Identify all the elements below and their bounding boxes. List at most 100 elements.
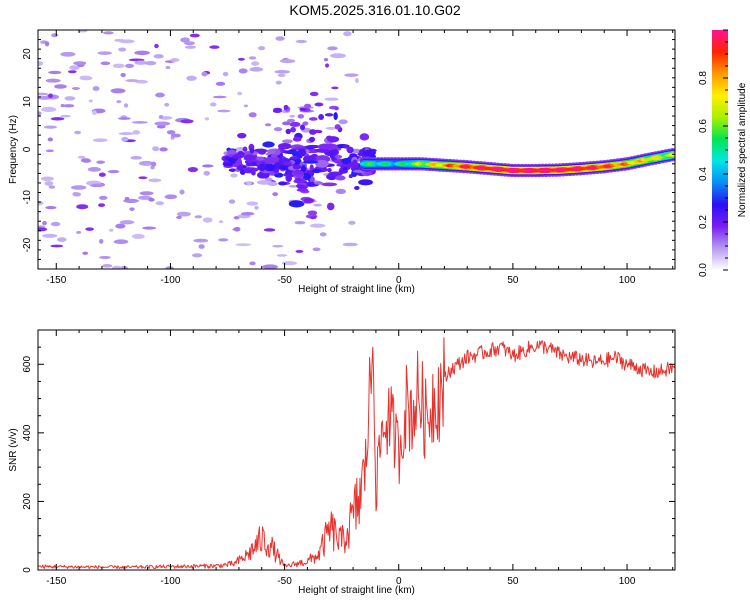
spectrogram-noise-blob [203, 170, 211, 176]
spectrogram-noise-blob [164, 194, 178, 200]
spectrogram-noise-blob [154, 43, 159, 49]
spectrogram-y-tick-label: 20 [22, 48, 33, 60]
spectrogram-noise-blob [38, 111, 42, 116]
spectrogram-echo-blob [318, 143, 332, 150]
spectrogram-spike-blob [282, 121, 291, 126]
spectrogram-echo-blob [246, 158, 253, 163]
spectrogram-spike-blob [285, 128, 291, 135]
spectrogram-echo-blob [333, 112, 338, 120]
spectrogram-noise-blob [50, 117, 65, 121]
spectrogram-noise-blob [324, 97, 339, 101]
snr-x-tick-label: -100 [160, 576, 180, 587]
spectrogram-noise-blob [218, 238, 229, 242]
spectrogram-spike-blob [308, 117, 318, 121]
spectrogram-noise-blob [351, 148, 362, 154]
spectrogram-noise-blob [313, 203, 322, 207]
spectrogram-noise-blob [116, 100, 122, 104]
spectrogram-noise-blob [150, 161, 157, 167]
spectrogram-noise-blob [118, 47, 127, 52]
spectrogram-echo-blob [243, 154, 256, 161]
spectrogram-noise-blob [286, 118, 296, 123]
spectrogram-noise-blob [275, 80, 282, 85]
spectrogram-x-tick-label: -150 [46, 275, 66, 286]
spectrogram-noise-blob [249, 67, 264, 72]
spectrogram-noise-blob [43, 125, 57, 129]
spectrogram-noise-blob [64, 96, 76, 101]
spectrogram-y-tick-label: 0 [22, 146, 33, 152]
spectrogram-noise-blob [235, 243, 252, 247]
spectrogram-noise-blob [187, 166, 199, 173]
spectrogram-echo-blob [358, 179, 373, 186]
spectrogram-noise-blob [272, 244, 284, 248]
spectrogram-noise-blob [321, 182, 338, 187]
spectrogram-echo-blob [278, 142, 292, 150]
spectrogram-echo-blob [253, 148, 268, 153]
spectrogram-noise-blob [40, 176, 54, 181]
spectrogram-noise-blob [96, 160, 106, 164]
spectrogram-noise-blob [166, 130, 176, 135]
spectrogram-echo-blob [237, 132, 247, 139]
spectrogram-y-tick-label: 10 [22, 96, 33, 108]
spectrogram-echo-blob [256, 171, 270, 179]
spectrogram-echo-blob [228, 168, 237, 172]
spectrogram-noise-blob [251, 61, 260, 66]
spectrogram-noise-blob [254, 205, 259, 210]
colorbar-label: Normalized spectral amplitude [737, 82, 748, 217]
spectrogram-noise-blob [42, 233, 58, 238]
spectrogram-spike-blob [290, 126, 296, 133]
spectrogram-noise-blob [148, 197, 155, 202]
spectrogram-noise-blob [48, 70, 62, 75]
snr-x-tick-label: -50 [277, 576, 292, 587]
spectrogram-noise-blob [112, 63, 125, 68]
spectrogram-noise-blob [72, 191, 80, 197]
spectrogram-noise-blob [130, 155, 143, 160]
spectrogram-echo-blob [242, 146, 248, 152]
snr-x-axis-label: Height of straight line (km) [298, 585, 415, 596]
spectrogram-spike-blob [314, 102, 324, 107]
spectrogram-noise-blob [258, 46, 266, 51]
spectrogram-echo-blob [305, 144, 321, 149]
spectrogram-noise-blob [323, 57, 329, 62]
spectrogram-echo-blob [285, 174, 292, 182]
spectrogram-y-axis-label: Frequency (Hz) [8, 115, 19, 184]
spectrogram-noise-blob [134, 50, 150, 56]
spectrogram-echo-blob [245, 163, 258, 167]
spectrogram-noise-blob [134, 60, 148, 65]
spectrogram-noise-blob [294, 220, 306, 225]
spectrogram-noise-blob [289, 121, 301, 127]
spectrogram-noise-blob [288, 185, 298, 188]
spectrogram-echo-blob [359, 133, 370, 141]
spectrogram-noise-blob [41, 106, 57, 113]
spectrogram-noise-blob [192, 253, 203, 258]
snr-x-tick-label: 0 [396, 576, 402, 587]
spectrogram-noise-blob [56, 237, 67, 242]
spectrogram-noise-blob [198, 244, 205, 249]
spectrogram-noise-blob [45, 78, 61, 83]
colorbar: 0.0 0.2 0.4 0.6 0.8 Normalized spectral ampl… [698, 29, 748, 277]
spectrogram-noise-blob [156, 124, 166, 129]
spectrogram-noise-blob [78, 30, 88, 33]
spectrogram-spike-blob [314, 129, 321, 134]
spectrogram-echo-blob [290, 156, 299, 160]
spectrogram-branch-blob [295, 184, 305, 188]
spectrogram-noise-blob [50, 221, 61, 227]
colorbar-tick-label: 0.2 [698, 215, 709, 229]
spectrogram-noise-blob [115, 223, 126, 229]
snr-frame [37, 329, 676, 571]
spectrogram-noise-blob [48, 93, 54, 99]
spectrogram-echo-blob [222, 162, 236, 167]
snr-x-tick-label: 100 [619, 576, 636, 587]
spectrogram-noise-blob [129, 207, 135, 211]
spectrogram-noise-blob [38, 61, 44, 66]
spectrogram-noise-blob [237, 57, 245, 61]
spectrogram-noise-blob [170, 58, 180, 62]
spectrogram-echo-blob [256, 156, 265, 161]
spectrogram-echo-blob [236, 159, 242, 164]
spectrogram-noise-blob [144, 163, 151, 167]
spectrogram-noise-blob [325, 63, 330, 68]
spectrogram-noise-blob [42, 220, 47, 226]
spectrogram-noise-blob [189, 33, 200, 38]
spectrogram-echo-blob [263, 156, 277, 165]
spectrogram-echo-blob [327, 168, 332, 173]
